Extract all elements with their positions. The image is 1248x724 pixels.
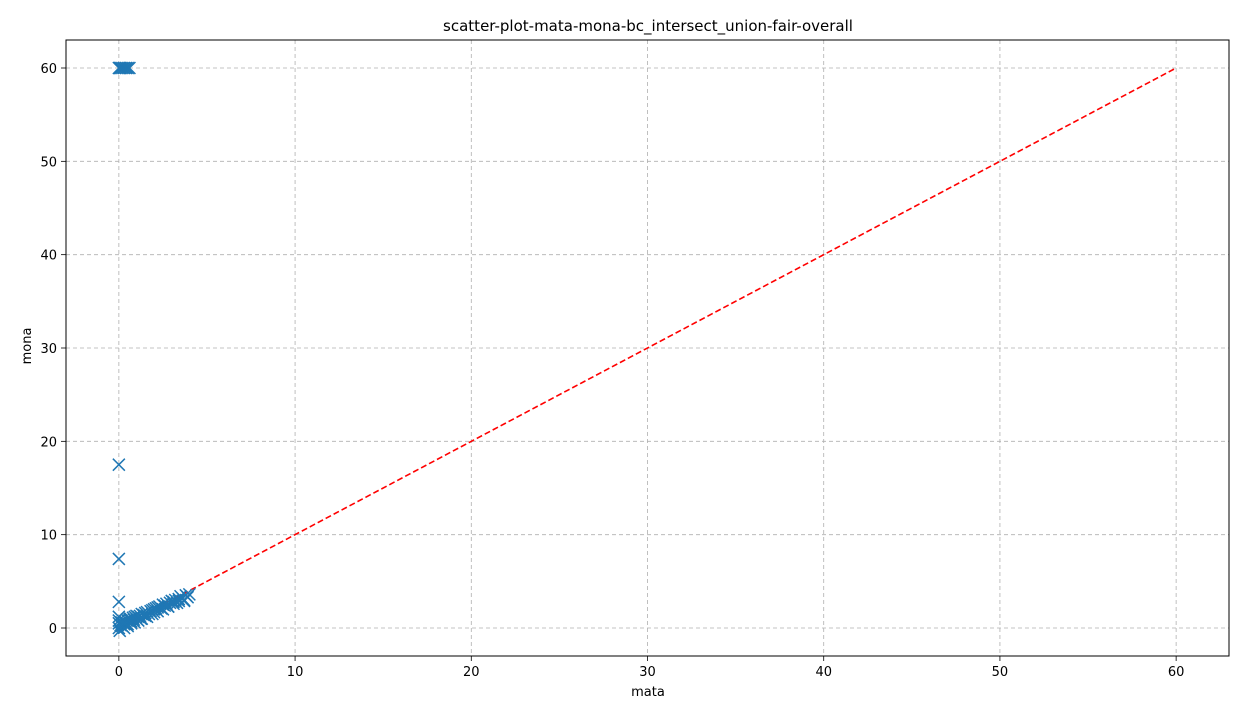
data-point xyxy=(177,593,191,607)
y-axis-label: mona xyxy=(20,328,35,365)
data-point xyxy=(112,552,126,566)
reference-line-layer xyxy=(118,67,1177,629)
data-point xyxy=(117,61,131,75)
x-tick-label: 60 xyxy=(1168,665,1185,680)
y-tick-label: 30 xyxy=(40,342,57,357)
y-tick-label: 20 xyxy=(40,435,57,450)
y-tick-label: 0 xyxy=(49,622,57,637)
x-tick-label: 30 xyxy=(639,665,656,680)
data-point xyxy=(128,615,142,629)
data-point xyxy=(124,616,138,630)
x-tick-label: 50 xyxy=(992,665,1009,680)
data-point xyxy=(121,61,135,75)
y-tick-label: 50 xyxy=(40,155,57,170)
axis-layer: 0 10 20 30 40 50 60 0 10 20 30 40 50 60 xyxy=(40,62,1184,680)
data-point xyxy=(117,621,131,635)
y-tick-label: 60 xyxy=(40,62,57,77)
data-point xyxy=(131,614,145,628)
x-tick-label: 10 xyxy=(287,665,304,680)
data-point xyxy=(112,458,126,472)
y-tick-label: 10 xyxy=(40,529,57,544)
data-point xyxy=(122,61,136,75)
data-point xyxy=(112,595,126,609)
x-axis-label: mata xyxy=(631,685,665,700)
chart-title: scatter-plot-mata-mona-bc_intersect_unio… xyxy=(443,17,853,36)
data-point xyxy=(172,594,186,608)
x-tick-label: 40 xyxy=(815,665,832,680)
x-tick-label: 0 xyxy=(115,665,123,680)
marker-layer xyxy=(112,61,196,638)
x-tick-label: 20 xyxy=(463,665,480,680)
plot-frame xyxy=(65,39,1230,657)
reference-line xyxy=(118,67,1177,629)
y-tick-label: 40 xyxy=(40,249,57,264)
data-point xyxy=(119,61,133,75)
